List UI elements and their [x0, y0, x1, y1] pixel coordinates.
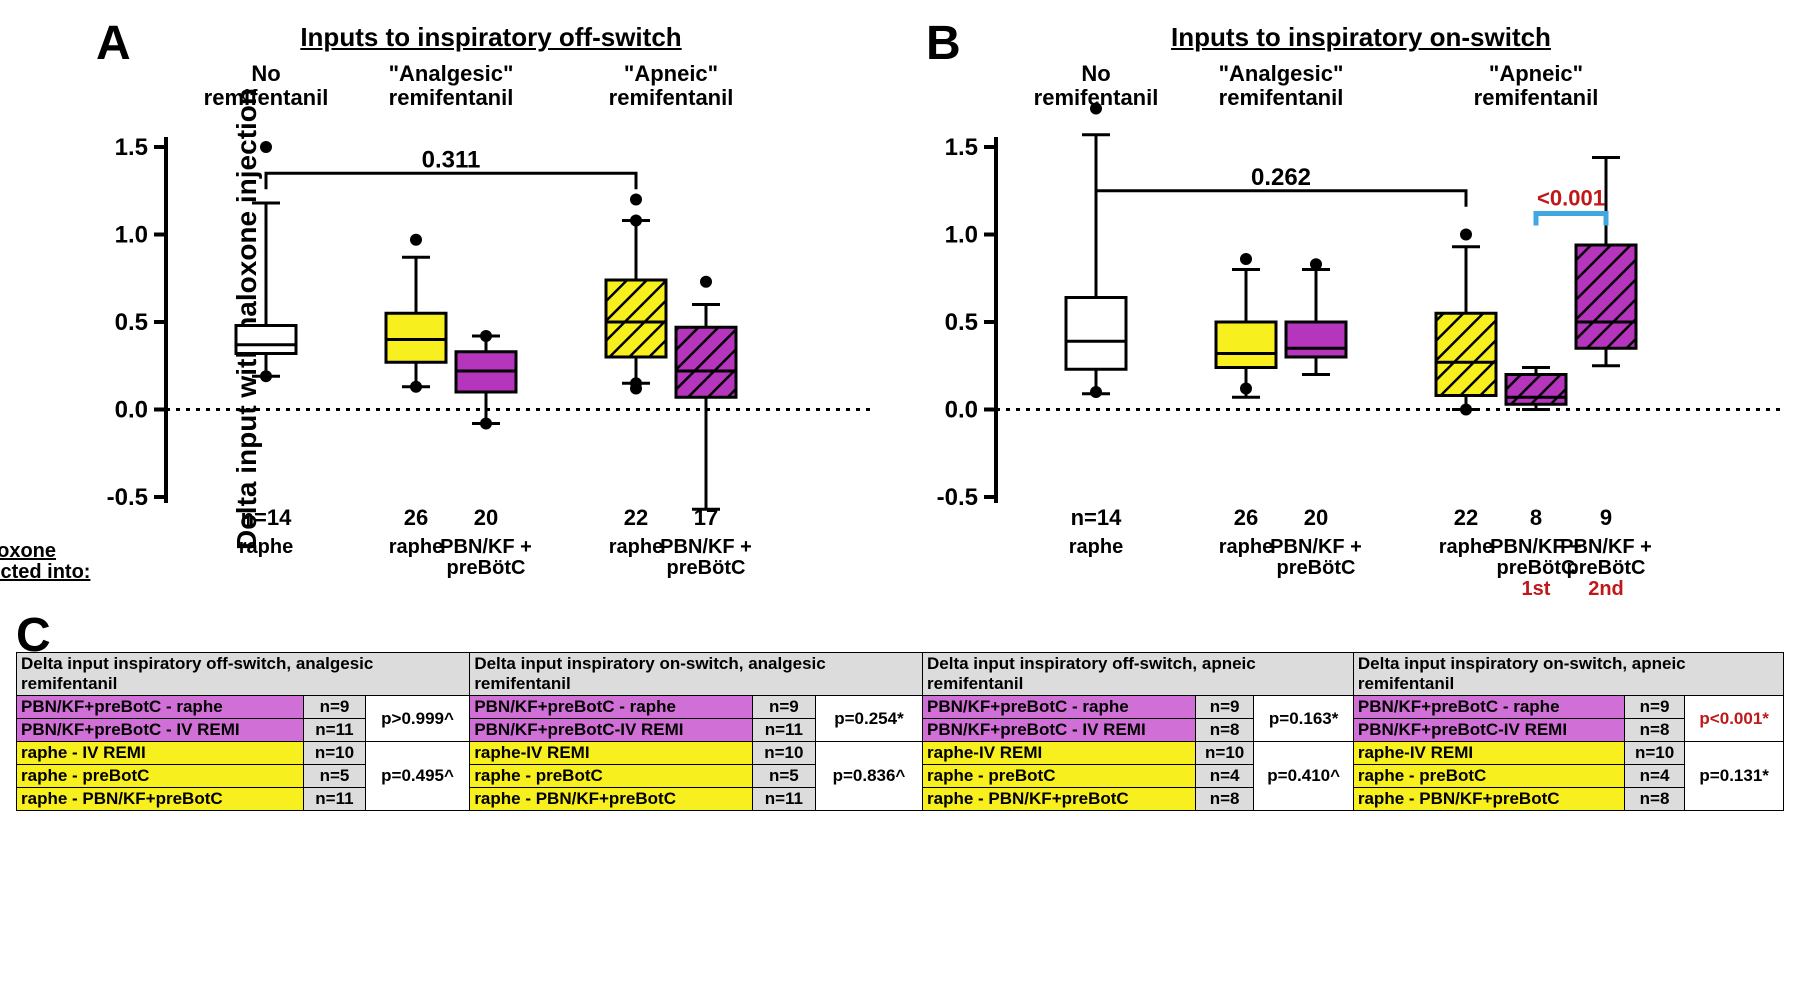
- table-pair: PBN/KF+preBotC - raphe: [470, 696, 753, 719]
- table-pair: PBN/KF+preBotC - raphe: [17, 696, 304, 719]
- panel-a-title: Inputs to inspiratory off-switch: [96, 22, 886, 53]
- panel-b-chart: -0.50.00.51.01.5Noremifentanil"Analgesic…: [926, 57, 1796, 617]
- table-pair: raphe - preBotC: [1353, 765, 1624, 788]
- table-section-title: Delta input inspiratory off-switch, apne…: [923, 653, 1354, 696]
- svg-text:remifentanil: remifentanil: [204, 85, 329, 110]
- table-pvalue: p=0.163*: [1254, 696, 1353, 742]
- svg-text:No: No: [251, 61, 280, 86]
- table-n: n=9: [752, 696, 815, 719]
- svg-text:remifentanil: remifentanil: [1474, 85, 1599, 110]
- svg-text:"Apneic": "Apneic": [1489, 61, 1583, 86]
- table-n: n=11: [304, 719, 366, 742]
- table-pair: raphe - PBN/KF+preBotC: [470, 788, 753, 811]
- svg-text:1.5: 1.5: [115, 134, 148, 161]
- panel-letter-a: A: [96, 16, 131, 71]
- table-n: n=8: [1624, 788, 1685, 811]
- table-n: n=11: [304, 788, 366, 811]
- table-pair: PBN/KF+preBotC-IV REMI: [470, 719, 753, 742]
- svg-text:1.0: 1.0: [945, 222, 978, 249]
- svg-text:0.262: 0.262: [1251, 164, 1311, 191]
- table-n: n=10: [304, 742, 366, 765]
- panel-letter-b: B: [926, 16, 961, 71]
- table-n: n=8: [1624, 719, 1685, 742]
- table-pvalue: p=0.254*: [815, 696, 922, 742]
- table-pair: raphe - PBN/KF+preBotC: [17, 788, 304, 811]
- table-pair: raphe-IV REMI: [470, 742, 753, 765]
- svg-text:0.311: 0.311: [422, 146, 481, 173]
- svg-text:"Apneic": "Apneic": [624, 61, 718, 86]
- svg-text:No: No: [1081, 61, 1110, 86]
- svg-text:remifentanil: remifentanil: [389, 85, 514, 110]
- table-pair: raphe - preBotC: [923, 765, 1196, 788]
- table-pvalue: p=0.495^: [365, 742, 470, 811]
- table-pvalue: p>0.999^: [365, 696, 470, 742]
- table-pair: PBN/KF+preBotC-IV REMI: [1353, 719, 1624, 742]
- table-n: n=10: [1195, 742, 1254, 765]
- panel-a-chart: -0.50.00.51.01.5Noremifentanil"Analgesic…: [96, 57, 886, 617]
- panel-b: B Inputs to inspiratory on-switch -0.5 0.…: [926, 16, 1796, 622]
- table-n: n=8: [1195, 788, 1254, 811]
- table-pair: raphe-IV REMI: [1353, 742, 1624, 765]
- svg-text:<0.001: <0.001: [1537, 186, 1605, 211]
- svg-text:remifentanil: remifentanil: [609, 85, 734, 110]
- svg-text:"Analgesic": "Analgesic": [1219, 61, 1344, 86]
- table-pvalue: p=0.410^: [1254, 742, 1353, 811]
- panel-b-title: Inputs to inspiratory on-switch: [926, 22, 1796, 53]
- table-n: n=10: [1624, 742, 1685, 765]
- svg-text:0.0: 0.0: [115, 397, 148, 424]
- table-pair: raphe - IV REMI: [17, 742, 304, 765]
- table-pair: PBN/KF+preBotC - raphe: [1353, 696, 1624, 719]
- table-n: n=11: [752, 788, 815, 811]
- table-n: n=4: [1195, 765, 1254, 788]
- svg-text:1.0: 1.0: [115, 222, 148, 249]
- table-n: n=5: [752, 765, 815, 788]
- table-pair: raphe - PBN/KF+preBotC: [923, 788, 1196, 811]
- svg-text:"Analgesic": "Analgesic": [389, 61, 514, 86]
- table-pair: PBN/KF+preBotC - IV REMI: [17, 719, 304, 742]
- panel-c: C Delta input inspiratory off-switch, an…: [16, 652, 1784, 811]
- table-pvalue: p<0.001*: [1685, 696, 1784, 742]
- panel-letter-c: C: [16, 608, 51, 663]
- table-n: n=10: [752, 742, 815, 765]
- table-pair: PBN/KF+preBotC - IV REMI: [923, 719, 1196, 742]
- svg-text:1.5: 1.5: [945, 134, 978, 161]
- table-n: n=9: [1195, 696, 1254, 719]
- table-n: n=9: [304, 696, 366, 719]
- top-row: Delta input with naloxone injection A In…: [16, 16, 1784, 622]
- panel-c-table: Delta input inspiratory off-switch, anal…: [16, 652, 1784, 811]
- svg-text:-0.5: -0.5: [937, 484, 978, 511]
- table-pvalue: p=0.836^: [815, 742, 922, 811]
- table-section-title: Delta input inspiratory off-switch, anal…: [17, 653, 470, 696]
- table-pair: PBN/KF+preBotC - raphe: [923, 696, 1196, 719]
- svg-text:remifentanil: remifentanil: [1219, 85, 1344, 110]
- table-pair: raphe - preBotC: [470, 765, 753, 788]
- svg-text:-0.5: -0.5: [107, 484, 148, 511]
- svg-text:0.5: 0.5: [945, 309, 978, 336]
- table-section-title: Delta input inspiratory on-switch, analg…: [470, 653, 923, 696]
- svg-text:0.5: 0.5: [115, 309, 148, 336]
- table-n: n=8: [1195, 719, 1254, 742]
- table-n: n=4: [1624, 765, 1685, 788]
- table-n: n=11: [752, 719, 815, 742]
- svg-text:0.0: 0.0: [945, 397, 978, 424]
- table-pair: raphe-IV REMI: [923, 742, 1196, 765]
- figure: Delta input with naloxone injection A In…: [16, 16, 1784, 811]
- table-pair: raphe - PBN/KF+preBotC: [1353, 788, 1624, 811]
- table-n: n=5: [304, 765, 366, 788]
- table-pair: raphe - preBotC: [17, 765, 304, 788]
- table-pvalue: p=0.131*: [1685, 742, 1784, 811]
- panel-a: A Inputs to inspiratory off-switch -0.5 0…: [96, 16, 886, 622]
- table-n: n=9: [1624, 696, 1685, 719]
- table-section-title: Delta input inspiratory on-switch, apnei…: [1353, 653, 1783, 696]
- y-axis-label-wrap: Delta input with naloxone injection: [16, 16, 56, 622]
